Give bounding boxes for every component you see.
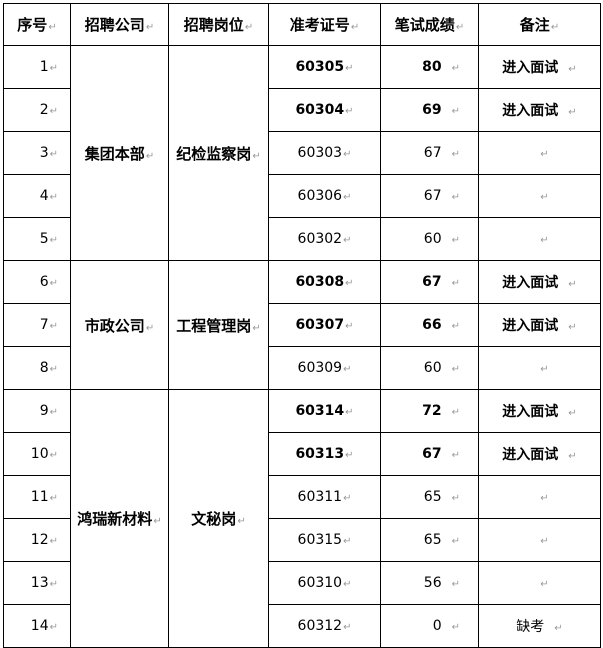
note-cell: 缺考 [478, 604, 601, 648]
table-row: 9鸿瑞新材料文秘岗6031472进入面试 [3, 389, 601, 648]
note-cell [478, 518, 601, 562]
score-cell: 66 [380, 303, 479, 347]
row-number: 13 [3, 561, 71, 605]
row-number: 5 [3, 217, 71, 261]
results-table: 序号 招聘公司 招聘岗位 准考证号 笔试成绩 备注 1集团本部纪检监察岗6030… [3, 3, 601, 648]
exam-id-cell: 60310 [268, 561, 381, 605]
exam-id-cell: 60307 [268, 303, 381, 347]
score-cell: 60 [380, 346, 479, 390]
table-row: 8 6030960 [3, 346, 601, 390]
exam-id-cell: 60304 [268, 88, 381, 132]
table-row: 4 6030667 [3, 174, 601, 218]
note-cell [478, 217, 601, 261]
note-cell [478, 475, 601, 519]
header-row: 序号 招聘公司 招聘岗位 准考证号 笔试成绩 备注 [3, 3, 601, 46]
score-cell: 72 [380, 389, 479, 433]
row-number: 14 [3, 604, 71, 648]
row-number: 2 [3, 88, 71, 132]
note-cell: 进入面试 [478, 260, 601, 304]
score-cell: 65 [380, 475, 479, 519]
table-row: 12 6031565 [3, 518, 601, 562]
exam-id-cell: 60302 [268, 217, 381, 261]
company-cell: 市政公司 [70, 260, 169, 390]
note-cell: 进入面试 [478, 303, 601, 347]
row-number: 11 [3, 475, 71, 519]
row-number: 7 [3, 303, 71, 347]
exam-id-cell: 60303 [268, 131, 381, 175]
score-cell: 67 [380, 260, 479, 304]
row-number: 6 [3, 260, 71, 304]
row-number: 8 [3, 346, 71, 390]
note-cell [478, 346, 601, 390]
score-cell: 67 [380, 432, 479, 476]
header-exam-id: 准考证号 [268, 3, 381, 46]
header-no: 序号 [3, 3, 71, 46]
note-cell [478, 561, 601, 605]
header-score: 笔试成绩 [380, 3, 479, 46]
exam-id-cell: 60309 [268, 346, 381, 390]
note-cell: 进入面试 [478, 88, 601, 132]
exam-id-cell: 60306 [268, 174, 381, 218]
score-cell: 69 [380, 88, 479, 132]
note-cell: 进入面试 [478, 45, 601, 89]
score-cell: 65 [380, 518, 479, 562]
note-cell: 进入面试 [478, 432, 601, 476]
exam-id-cell: 60308 [268, 260, 381, 304]
note-cell [478, 174, 601, 218]
score-cell: 56 [380, 561, 479, 605]
row-number: 10 [3, 432, 71, 476]
row-number: 4 [3, 174, 71, 218]
header-company: 招聘公司 [70, 3, 169, 46]
exam-id-cell: 60314 [268, 389, 381, 433]
position-cell: 文秘岗 [168, 389, 269, 648]
row-number: 3 [3, 131, 71, 175]
score-cell: 67 [380, 131, 479, 175]
score-cell: 60 [380, 217, 479, 261]
table-row: 3 6030367 [3, 131, 601, 175]
exam-id-cell: 60305 [268, 45, 381, 89]
company-cell: 鸿瑞新材料 [70, 389, 169, 648]
position-cell: 纪检监察岗 [168, 45, 269, 261]
row-number: 1 [3, 45, 71, 89]
header-position: 招聘岗位 [168, 3, 269, 46]
exam-id-cell: 60313 [268, 432, 381, 476]
row-number: 9 [3, 389, 71, 433]
row-number: 12 [3, 518, 71, 562]
table-row: 14 603120缺考 [3, 604, 601, 648]
exam-id-cell: 60311 [268, 475, 381, 519]
company-cell: 集团本部 [70, 45, 169, 261]
table-row: 11 6031165 [3, 475, 601, 519]
note-cell [478, 131, 601, 175]
table-row: 6市政公司工程管理岗6030867进入面试 [3, 260, 601, 390]
score-cell: 0 [380, 604, 479, 648]
score-cell: 80 [380, 45, 479, 89]
score-cell: 67 [380, 174, 479, 218]
note-cell: 进入面试 [478, 389, 601, 433]
table-row: 5 6030260 [3, 217, 601, 261]
exam-id-cell: 60312 [268, 604, 381, 648]
exam-id-cell: 60315 [268, 518, 381, 562]
table-row: 1集团本部纪检监察岗6030580进入面试 [3, 45, 601, 261]
header-note: 备注 [478, 3, 601, 46]
position-cell: 工程管理岗 [168, 260, 269, 390]
